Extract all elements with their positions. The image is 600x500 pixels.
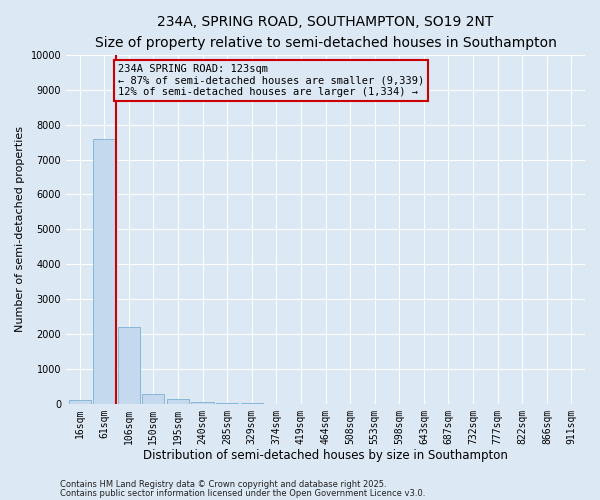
- Text: Contains public sector information licensed under the Open Government Licence v3: Contains public sector information licen…: [60, 489, 425, 498]
- Bar: [191, 402, 214, 404]
- Bar: [216, 403, 238, 404]
- Bar: [142, 394, 164, 404]
- Title: 234A, SPRING ROAD, SOUTHAMPTON, SO19 2NT
Size of property relative to semi-detac: 234A, SPRING ROAD, SOUTHAMPTON, SO19 2NT…: [95, 15, 556, 50]
- Bar: [118, 327, 140, 404]
- X-axis label: Distribution of semi-detached houses by size in Southampton: Distribution of semi-detached houses by …: [143, 450, 508, 462]
- Text: 234A SPRING ROAD: 123sqm
← 87% of semi-detached houses are smaller (9,339)
12% o: 234A SPRING ROAD: 123sqm ← 87% of semi-d…: [118, 64, 424, 97]
- Bar: [167, 400, 189, 404]
- Y-axis label: Number of semi-detached properties: Number of semi-detached properties: [15, 126, 25, 332]
- Text: Contains HM Land Registry data © Crown copyright and database right 2025.: Contains HM Land Registry data © Crown c…: [60, 480, 386, 489]
- Bar: [93, 138, 115, 404]
- Bar: [68, 400, 91, 404]
